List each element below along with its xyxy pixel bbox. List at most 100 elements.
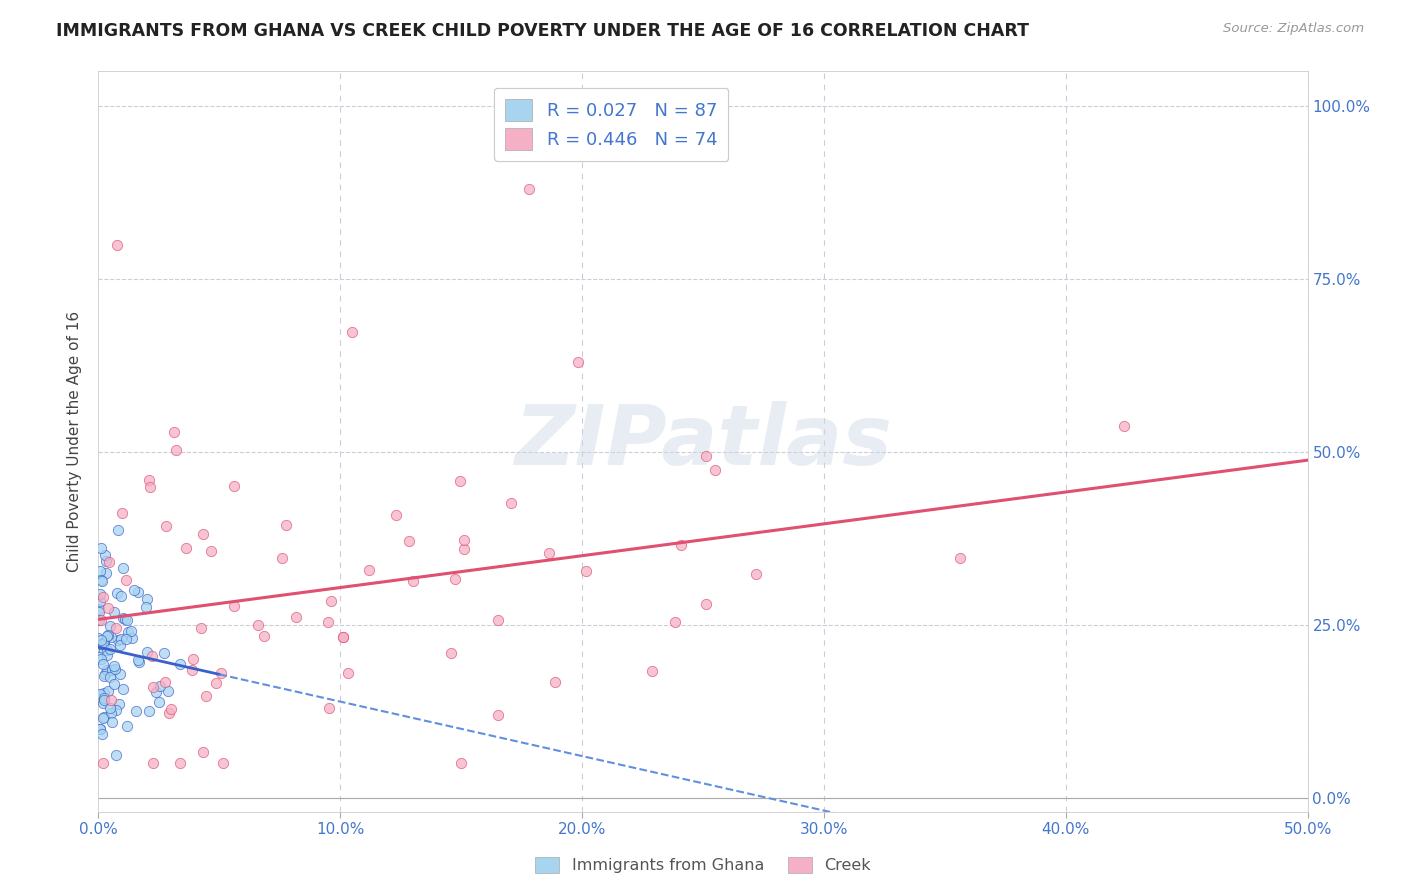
Point	[224, 599, 246, 614]
Point	[105, 586, 128, 600]
Point	[153, 675, 176, 690]
Point	[103, 659, 125, 673]
Point	[703, 463, 725, 477]
Point	[336, 666, 359, 681]
Point	[205, 675, 228, 690]
Point	[91, 574, 114, 589]
Point	[538, 546, 561, 560]
Point	[136, 645, 159, 659]
Point	[105, 621, 128, 635]
Point	[318, 700, 340, 714]
Point	[93, 636, 115, 650]
Point	[224, 479, 246, 493]
Point	[89, 587, 111, 601]
Point	[96, 648, 118, 662]
Point	[107, 524, 129, 538]
Point	[486, 614, 509, 628]
Point	[181, 652, 204, 666]
Point	[125, 704, 148, 718]
Point	[101, 664, 124, 678]
Text: IMMIGRANTS FROM GHANA VS CREEK CHILD POVERTY UNDER THE AGE OF 16 CORRELATION CHA: IMMIGRANTS FROM GHANA VS CREEK CHILD POV…	[56, 22, 1029, 40]
Point	[342, 325, 364, 339]
Point	[111, 506, 134, 520]
Point	[108, 697, 131, 711]
Point	[444, 572, 467, 586]
Point	[127, 653, 149, 667]
Point	[127, 585, 149, 599]
Point	[318, 615, 340, 629]
Point	[93, 635, 115, 649]
Point	[91, 696, 114, 710]
Point	[270, 550, 292, 565]
Text: Source: ZipAtlas.com: Source: ZipAtlas.com	[1223, 22, 1364, 36]
Point	[135, 599, 157, 614]
Point	[1114, 418, 1136, 433]
Point	[142, 680, 165, 694]
Point	[453, 533, 475, 547]
Point	[90, 632, 112, 647]
Point	[174, 541, 197, 555]
Point	[501, 496, 523, 510]
Point	[695, 449, 717, 463]
Point	[141, 649, 163, 664]
Point	[745, 566, 768, 581]
Point	[97, 684, 120, 698]
Point	[191, 745, 214, 759]
Point	[664, 615, 686, 630]
Point	[98, 641, 121, 656]
Point	[332, 630, 354, 644]
Point	[103, 676, 125, 690]
Point	[97, 628, 120, 642]
Point	[93, 669, 115, 683]
Point	[253, 629, 276, 643]
Point	[200, 544, 222, 558]
Point	[194, 689, 217, 703]
Point	[94, 566, 117, 581]
Point	[169, 657, 191, 671]
Point	[101, 715, 124, 730]
Point	[93, 549, 115, 563]
Point	[401, 574, 423, 589]
Point	[169, 756, 191, 770]
Point	[111, 561, 134, 575]
Point	[163, 425, 186, 439]
Point	[190, 621, 212, 635]
Point	[98, 619, 121, 633]
Point	[669, 538, 692, 552]
Point	[128, 655, 150, 669]
Point	[90, 727, 112, 741]
Point	[949, 551, 972, 566]
Point	[98, 670, 121, 684]
Point	[89, 594, 111, 608]
Point	[103, 606, 125, 620]
Point	[449, 474, 471, 488]
Point	[543, 675, 565, 690]
Point	[110, 632, 132, 646]
Point	[90, 637, 112, 651]
Point	[453, 542, 475, 557]
Point	[104, 747, 127, 762]
Point	[97, 555, 120, 569]
Point	[87, 602, 110, 616]
Point	[440, 646, 463, 660]
Point	[517, 182, 540, 196]
Point	[181, 663, 204, 677]
Point	[695, 597, 717, 611]
Point	[138, 473, 160, 487]
Point	[115, 573, 138, 587]
Point	[398, 533, 420, 548]
Point	[575, 564, 598, 578]
Point	[93, 686, 115, 700]
Point	[247, 618, 270, 632]
Point	[90, 573, 112, 587]
Point	[385, 508, 408, 523]
Point	[94, 554, 117, 568]
Point	[120, 624, 142, 639]
Point	[98, 700, 121, 714]
Point	[209, 665, 232, 680]
Point	[93, 691, 115, 706]
Point	[93, 643, 115, 657]
Point	[110, 589, 132, 603]
Point	[138, 705, 160, 719]
Point	[105, 702, 128, 716]
